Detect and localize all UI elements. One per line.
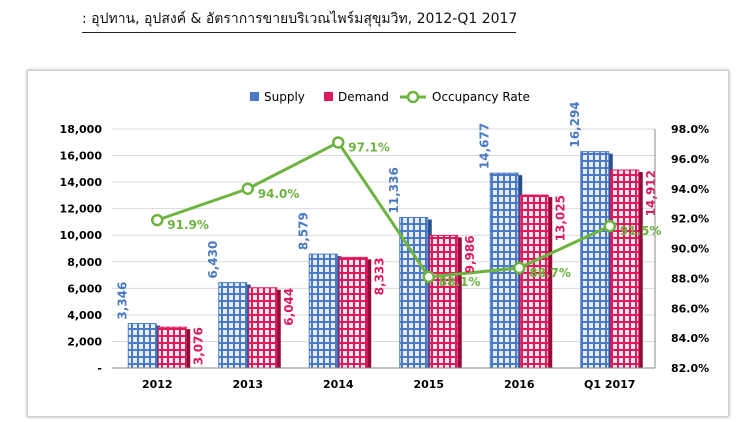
supply-value-label: 14,677 — [477, 123, 491, 169]
y-left-tick-label: 8,000 — [67, 256, 102, 269]
x-tick-label: Q1 2017 — [584, 378, 635, 391]
supply-bar — [127, 323, 157, 369]
occupancy-point — [422, 270, 435, 284]
demand-bar — [610, 169, 640, 369]
occupancy-point — [513, 261, 526, 275]
legend-supply-swatch — [250, 92, 259, 101]
demand-bar — [429, 234, 459, 369]
legend-demand-swatch — [324, 92, 333, 101]
demand-bar-side — [367, 259, 372, 368]
caption-underline — [82, 32, 516, 33]
occupancy-point — [332, 136, 345, 149]
demand-bar-side — [276, 289, 281, 368]
supply-bar — [218, 282, 248, 369]
occupancy-value-label: 97.1% — [348, 140, 390, 154]
chart-caption: : อุปทาน, อุปสงค์ & อัตราการขายบริเวณไพร… — [82, 11, 518, 27]
demand-bar-side — [548, 197, 553, 368]
supply-value-label: 11,336 — [387, 167, 401, 213]
y-right-tick-label: 82.0% — [671, 362, 709, 375]
occupancy-point — [603, 219, 616, 233]
y-right-tick-label: 96.0% — [671, 153, 709, 166]
legend-supply-label: Supply — [264, 90, 305, 104]
demand-bar — [338, 256, 368, 369]
y-right-tick-label: 86.0% — [671, 302, 709, 315]
demand-bar-side — [186, 329, 191, 368]
y-right-tick-label: 92.0% — [671, 213, 709, 226]
y-left-tick-label: 18,000 — [60, 123, 103, 136]
x-tick-label: 2014 — [323, 378, 354, 391]
x-tick-label: 2012 — [142, 378, 173, 391]
y-left-tick-label: 10,000 — [60, 229, 103, 242]
supply-value-label: 8,579 — [296, 212, 310, 250]
y-left-tick-label: 2,000 — [67, 335, 102, 348]
demand-value-label: 14,912 — [644, 170, 658, 216]
occupancy-value-label: 91.9% — [167, 218, 209, 232]
y-left-tick-label: 16,000 — [60, 150, 103, 163]
x-tick-label: 2016 — [504, 378, 535, 391]
occupancy-value-label: 88.1% — [439, 275, 481, 289]
y-right-tick-label: 94.0% — [671, 183, 709, 196]
demand-bar — [519, 194, 549, 369]
supply-value-label: 6,430 — [206, 241, 220, 279]
y-right-tick-label: 84.0% — [671, 332, 709, 345]
y-left-tick-label: - — [97, 362, 102, 375]
demand-value-label: 13,025 — [553, 195, 567, 241]
supply-value-label: 16,294 — [568, 101, 582, 147]
x-tick-label: 2013 — [232, 378, 263, 391]
demand-value-label: 9,986 — [463, 235, 477, 273]
demand-bar — [157, 326, 187, 369]
y-left-tick-label: 12,000 — [60, 203, 103, 216]
demand-value-label: 8,333 — [372, 257, 386, 295]
demand-bar-side — [457, 237, 462, 368]
occupancy-point — [241, 182, 254, 195]
occupancy-value-label: 94.0% — [258, 187, 300, 201]
x-tick-label: 2015 — [413, 378, 444, 391]
demand-value-label: 3,076 — [191, 327, 205, 365]
legend-occupancy-label: Occupancy Rate — [432, 90, 530, 104]
demand-value-label: 6,044 — [282, 288, 296, 326]
legend-demand-label: Demand — [338, 90, 389, 104]
legend-occupancy-marker — [406, 90, 420, 104]
occupancy-value-label: 91.5% — [620, 224, 662, 238]
occupancy-line — [156, 140, 611, 279]
y-left-tick-label: 4,000 — [67, 309, 102, 322]
y-right-tick-label: 98.0% — [671, 123, 709, 136]
y-right-tick-label: 88.0% — [671, 272, 709, 285]
y-right-tick-label: 90.0% — [671, 243, 709, 256]
y-left-tick-label: 14,000 — [60, 176, 103, 189]
demand-bar — [248, 287, 278, 369]
supply-value-label: 3,346 — [115, 282, 129, 320]
supply-bar — [308, 253, 338, 369]
supply-bar — [580, 151, 610, 369]
occupancy-value-label: 88.7% — [529, 266, 571, 280]
y-left-tick-label: 6,000 — [67, 282, 102, 295]
occupancy-point — [151, 213, 164, 227]
demand-bar-side — [638, 172, 643, 368]
